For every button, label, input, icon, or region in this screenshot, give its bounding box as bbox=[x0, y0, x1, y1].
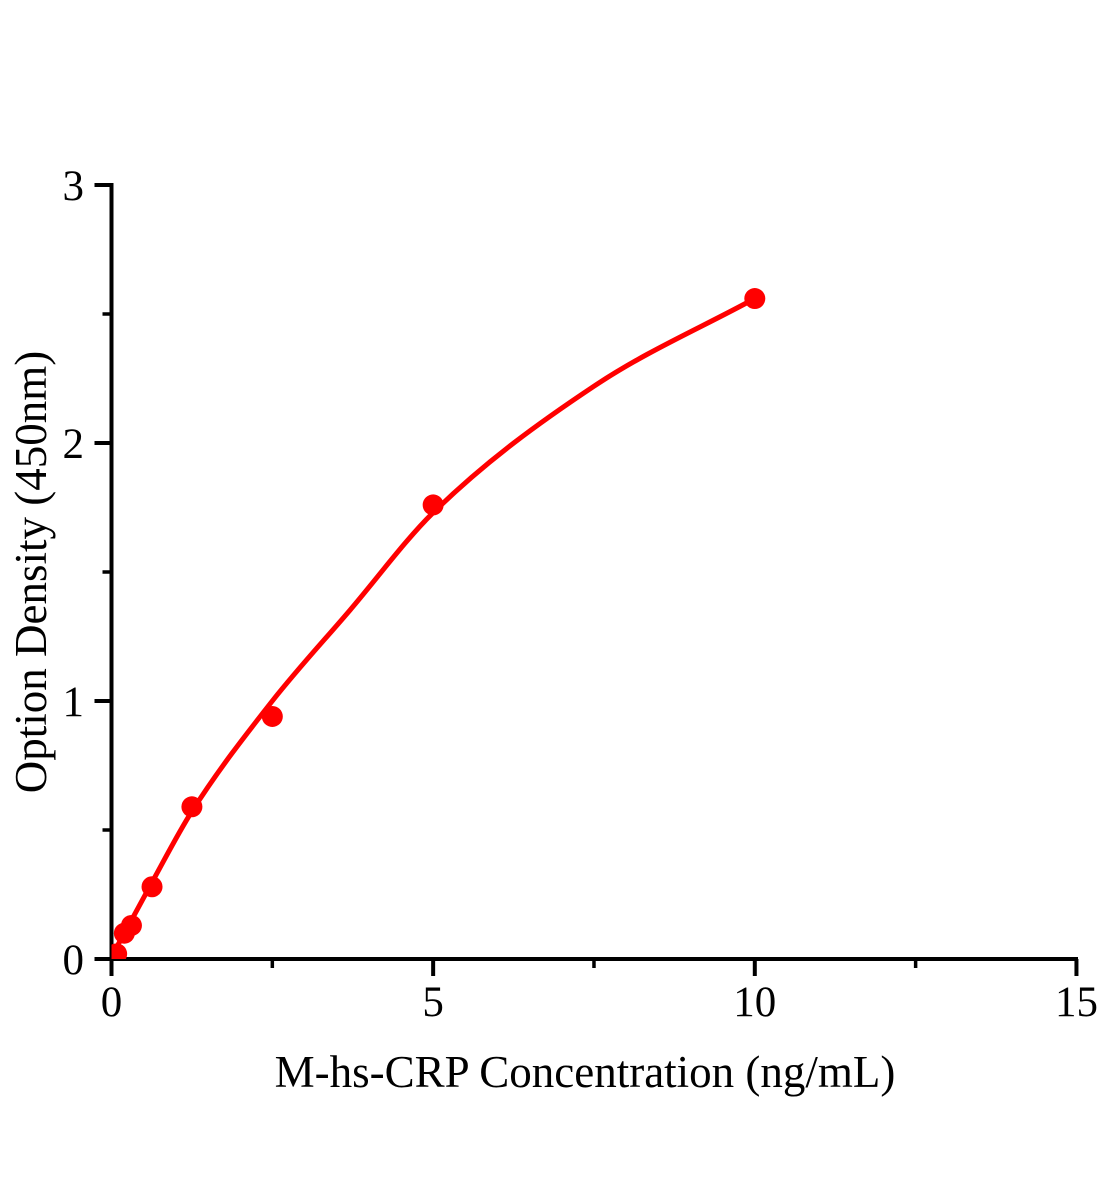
axis-ticks bbox=[94, 183, 1079, 976]
axis-tick-labels: 0 5 10 15 0 1 2 3 bbox=[63, 163, 1098, 1026]
data-point-marker bbox=[422, 494, 444, 516]
y-tick-label: 2 bbox=[63, 421, 85, 468]
x-tick-label: 5 bbox=[422, 979, 444, 1026]
x-tick-label: 0 bbox=[101, 979, 123, 1026]
y-tick-label: 3 bbox=[63, 163, 85, 210]
data-point-marker bbox=[111, 943, 128, 959]
x-axis-title: M-hs-CRP Concentration (ng/mL) bbox=[275, 1047, 896, 1097]
x-tick-label: 10 bbox=[733, 979, 776, 1026]
y-tick-label: 1 bbox=[63, 679, 85, 726]
y-axis-title: Option Density (450nm) bbox=[6, 351, 56, 793]
data-point-marker bbox=[181, 796, 203, 818]
fit-curve-line bbox=[111, 296, 758, 959]
axes bbox=[109, 183, 1078, 961]
data-point-marker bbox=[744, 288, 766, 310]
data-point-marker bbox=[261, 705, 283, 727]
x-tick-label: 15 bbox=[1055, 979, 1098, 1026]
data-points bbox=[111, 288, 766, 959]
data-point-marker bbox=[120, 914, 142, 936]
data-point-marker bbox=[141, 876, 163, 898]
y-tick-label: 0 bbox=[63, 937, 85, 984]
